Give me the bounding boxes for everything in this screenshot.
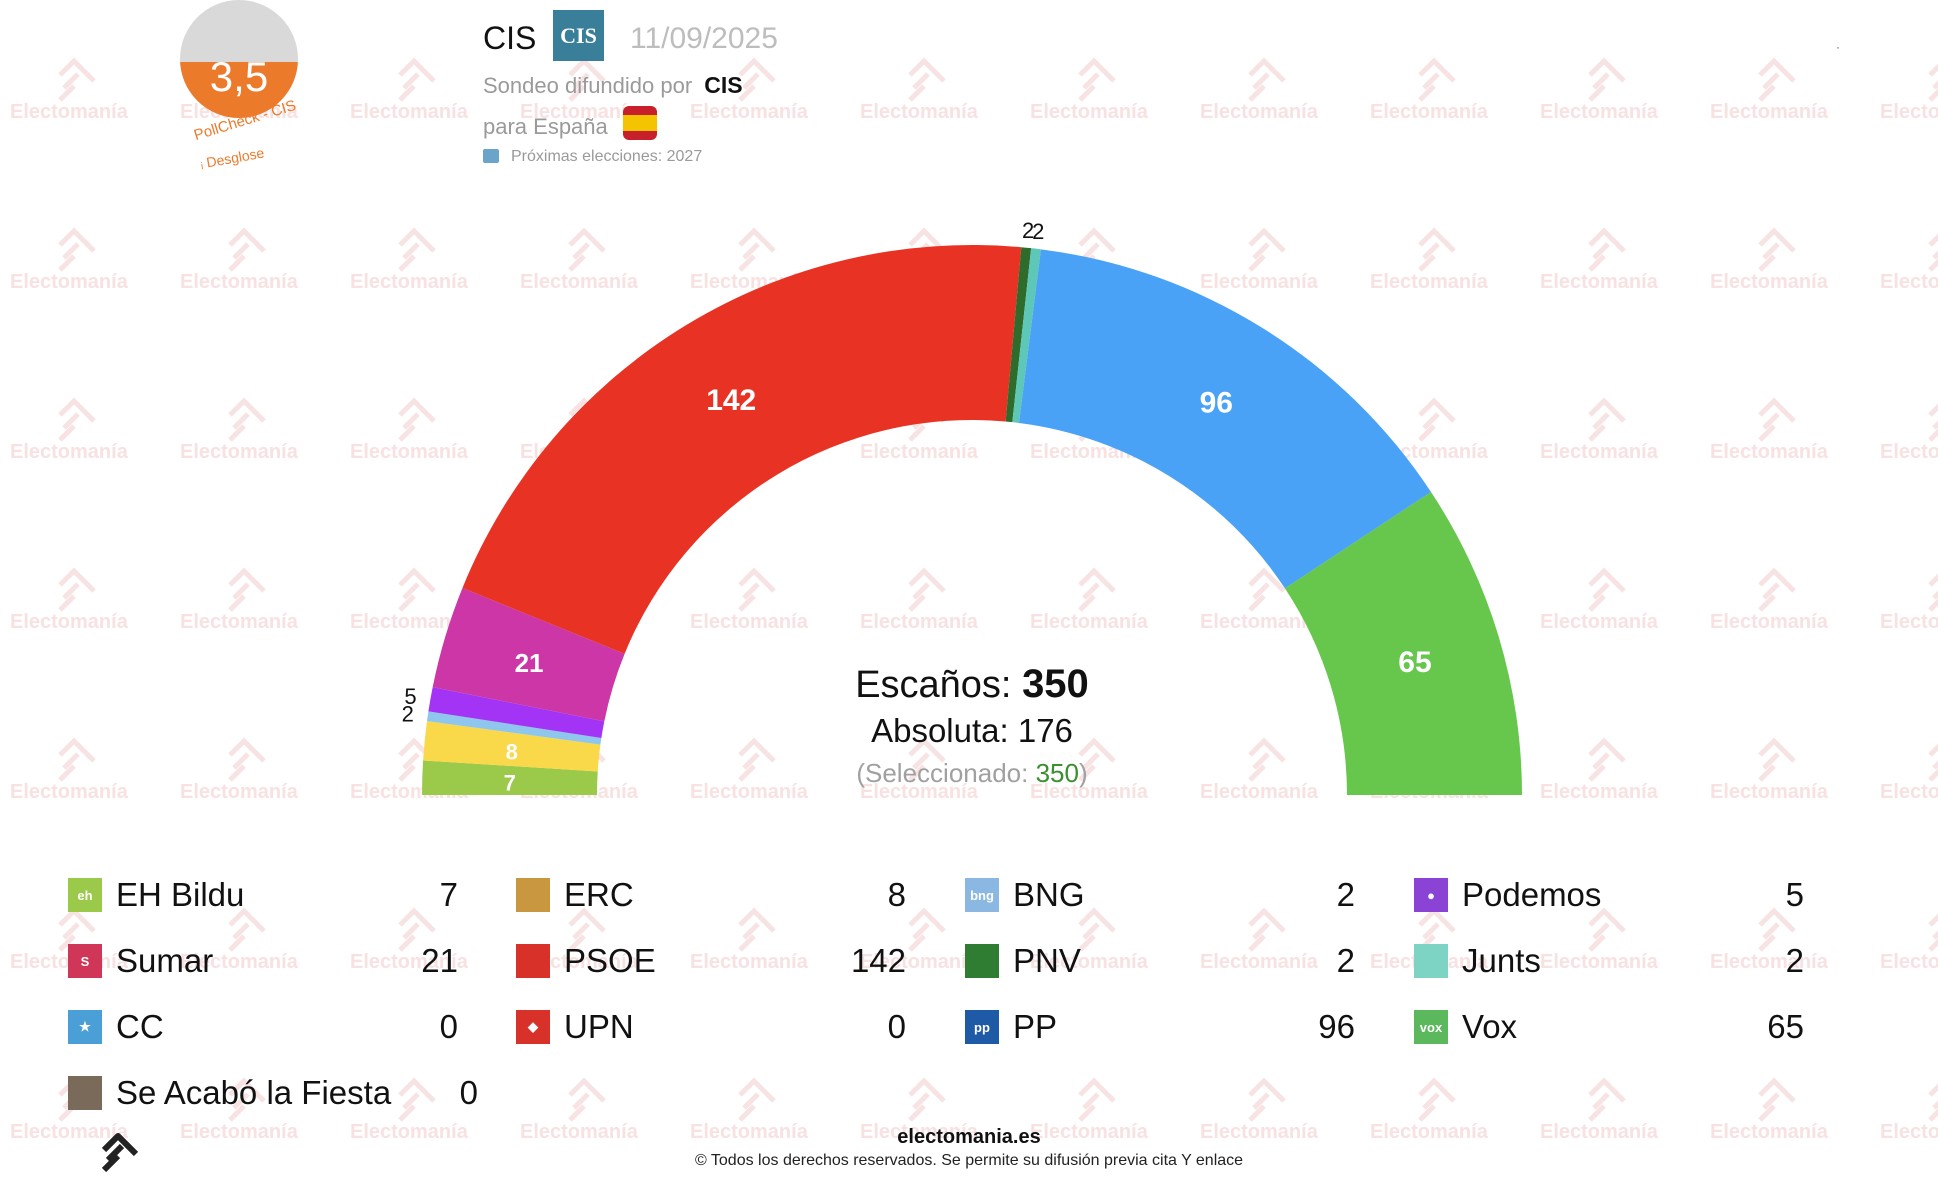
selected-seats: (Seleccionado: 350) xyxy=(780,753,1164,793)
poll-date: 11/09/2025 xyxy=(630,22,778,55)
legend-seat-count: 7 xyxy=(439,876,458,913)
legend-item[interactable]: S Sumar 21 xyxy=(68,941,458,981)
bng-icon: bng xyxy=(965,878,999,912)
cc-icon: ★ xyxy=(68,1010,102,1044)
legend-party-name: Vox xyxy=(1462,1008,1518,1045)
seat-segment-vox[interactable] xyxy=(1284,492,1522,795)
legend-item[interactable]: bng BNG 2 xyxy=(965,875,1355,915)
legend-item[interactable]: ERC 8 xyxy=(516,875,906,915)
legend-item[interactable]: ◆ UPN 0 xyxy=(516,1007,906,1047)
seat-label-junts: 2 xyxy=(1032,219,1044,244)
legend-party-name: Podemos xyxy=(1462,876,1602,913)
seat-label-bng: 2 xyxy=(402,702,414,727)
legend-seat-count: 0 xyxy=(459,1074,478,1111)
sondeo-by[interactable]: CIS xyxy=(704,72,743,98)
legend-item[interactable]: ● Podemos 5 xyxy=(1414,875,1804,915)
seat-segment-podemos[interactable] xyxy=(428,687,605,738)
legend-party-name: CC xyxy=(116,1008,164,1045)
legend-party-name: EH Bildu xyxy=(116,876,245,913)
legend-item[interactable]: vox Vox 65 xyxy=(1414,1007,1804,1047)
seats-summary: Escaños: 350 Absoluta: 176 (Seleccionado… xyxy=(780,660,1164,793)
legend-item[interactable]: Se Acabó la Fiesta 0 xyxy=(68,1073,478,1113)
seat-label-erc: 8 xyxy=(506,739,518,764)
seat-segment-pnv[interactable] xyxy=(1005,247,1032,423)
legend-seat-count: 0 xyxy=(887,1008,906,1045)
eh-bildu-icon: eh xyxy=(68,878,102,912)
para-region: para España xyxy=(483,114,608,139)
seats-label: Escaños: xyxy=(855,664,1012,706)
seat-label-pnv: 2 xyxy=(1022,218,1034,243)
legend-party-name: UPN xyxy=(564,1008,634,1045)
legend-party-name: Sumar xyxy=(116,942,214,979)
legend-seat-count: 142 xyxy=(850,942,906,979)
upn-icon: ◆ xyxy=(516,1010,550,1044)
pnv-icon xyxy=(965,944,999,978)
cis-logo: CIS xyxy=(553,10,604,61)
total-seats: Escaños: 350 xyxy=(780,660,1164,709)
pp-icon: pp xyxy=(965,1010,999,1044)
seats-value: 350 xyxy=(1022,662,1089,706)
legend-seat-count: 8 xyxy=(887,876,906,913)
seat-label-eh-bildu: 7 xyxy=(504,770,516,795)
legend-party-name: ERC xyxy=(564,876,634,913)
legend-seat-count: 21 xyxy=(421,942,458,979)
seat-label-pp: 96 xyxy=(1200,386,1233,419)
seat-segment-sumar[interactable] xyxy=(432,587,625,722)
legend-party-name: Se Acabó la Fiesta xyxy=(116,1074,392,1111)
vox-icon: vox xyxy=(1414,1010,1448,1044)
seat-label-sumar: 21 xyxy=(515,648,544,678)
legend-party-name: Junts xyxy=(1462,942,1541,979)
sumar-icon: S xyxy=(68,944,102,978)
legend-party-name: PNV xyxy=(1013,942,1081,979)
seat-label-psoe: 142 xyxy=(706,384,756,417)
legend-seat-count: 2 xyxy=(1336,942,1355,979)
legend-party-name: BNG xyxy=(1013,876,1085,913)
legend-seat-count: 65 xyxy=(1767,1008,1804,1045)
legend-seat-count: 2 xyxy=(1785,942,1804,979)
seat-segment-erc[interactable] xyxy=(423,721,601,772)
legend-party-name: PP xyxy=(1013,1008,1058,1045)
psoe-icon xyxy=(516,944,550,978)
legend-item[interactable]: pp PP 96 xyxy=(965,1007,1355,1047)
ballot-box-icon xyxy=(483,149,499,163)
majority-value: 176 xyxy=(1017,712,1073,749)
seat-segment-junts[interactable] xyxy=(1012,248,1041,423)
next-elections: Próximas elecciones: 2027 xyxy=(483,148,702,166)
seat-segment-eh-bildu[interactable] xyxy=(422,760,598,795)
legend-seat-count: 96 xyxy=(1318,1008,1355,1045)
majority-label: Absoluta: xyxy=(871,712,1009,749)
majority: Absoluta: 176 xyxy=(780,709,1164,753)
seat-segment-bng[interactable] xyxy=(426,711,602,745)
podemos-icon: ● xyxy=(1414,878,1448,912)
seat-segment-psoe[interactable] xyxy=(462,245,1022,654)
electomania-logo-icon xyxy=(101,1133,139,1173)
seat-label-vox: 65 xyxy=(1398,646,1431,679)
corner-dot: · xyxy=(1836,40,1840,54)
legend-party-name: PSOE xyxy=(564,942,656,979)
legend-item[interactable]: PSOE 142 xyxy=(516,941,906,981)
legend-seat-count: 0 xyxy=(439,1008,458,1045)
legend-seat-count: 5 xyxy=(1785,876,1804,913)
legend-item[interactable]: Junts 2 xyxy=(1414,941,1804,981)
seat-label-podemos: 5 xyxy=(404,684,416,709)
footer-site[interactable]: electomania.es xyxy=(897,1126,1041,1148)
legend-item[interactable]: PNV 2 xyxy=(965,941,1355,981)
next-elections-label: Próximas elecciones: 2027 xyxy=(511,148,703,165)
selected-close: ) xyxy=(1078,758,1088,788)
spain-flag-icon xyxy=(623,106,657,140)
junts-icon xyxy=(1414,944,1448,978)
legend-item[interactable]: ★ CC 0 xyxy=(68,1007,458,1047)
selected-label: (Seleccionado: xyxy=(856,758,1029,788)
pollster-name: CIS xyxy=(483,20,537,56)
footer-copyright: © Todos los derechos reservados. Se perm… xyxy=(694,1152,1244,1169)
seat-segment-pp[interactable] xyxy=(1018,249,1432,589)
legend-seat-count: 2 xyxy=(1336,876,1355,913)
selected-value: 350 xyxy=(1035,758,1079,788)
se-acabo-la-fiesta-icon xyxy=(68,1076,102,1110)
erc-icon xyxy=(516,878,550,912)
legend-item[interactable]: eh EH Bildu 7 xyxy=(68,875,458,915)
